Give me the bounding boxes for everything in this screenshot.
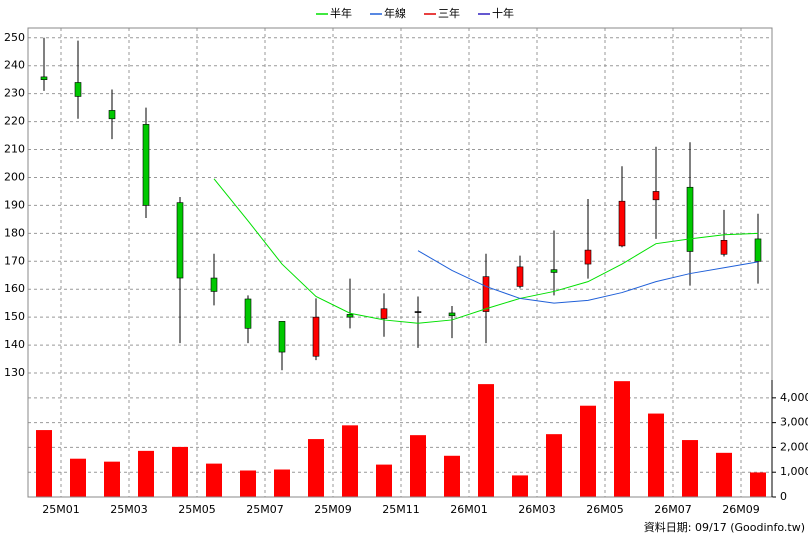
candle-body	[584, 249, 592, 265]
candle-body	[720, 240, 728, 255]
volume-bar	[648, 413, 664, 497]
candle-body	[618, 200, 626, 247]
volume-bar	[104, 461, 120, 497]
x-tick-label: 25M05	[178, 503, 216, 516]
candle-body	[142, 124, 150, 206]
candle-body	[448, 312, 456, 317]
candle-body	[176, 202, 184, 279]
x-tick-label: 26M03	[518, 503, 556, 516]
legend-label: 三年	[438, 6, 460, 20]
y-tick-label: 200	[4, 170, 25, 183]
candle-body	[210, 277, 218, 292]
footer: 資料日期: 09/17 (Goodinfo.tw)	[644, 520, 805, 534]
y-tick-label: 140	[4, 338, 25, 351]
ma-line	[213, 178, 759, 324]
y-tick-label: 180	[4, 226, 25, 239]
volume-bar	[376, 464, 392, 497]
y2-tick-label: 1,000	[780, 465, 808, 478]
volume-bar	[172, 446, 188, 497]
y-tick-label: 210	[4, 143, 25, 156]
candle-body	[550, 269, 558, 273]
y2-tick-label: 2,000	[780, 440, 808, 453]
volume-bar	[36, 430, 52, 497]
candle-body	[516, 266, 524, 287]
x-tick-label: 25M03	[110, 503, 148, 516]
volume-bar	[410, 435, 426, 497]
y-tick-label: 150	[4, 310, 25, 323]
x-tick-label: 26M07	[654, 503, 692, 516]
x-tick-label: 26M05	[586, 503, 624, 516]
volume-bar	[240, 470, 256, 497]
legend-label: 半年	[330, 6, 352, 20]
volume-bar	[682, 440, 698, 497]
volume-bar	[138, 450, 154, 497]
candle-body	[414, 311, 422, 313]
y-tick-label: 190	[4, 198, 25, 211]
x-tick-label: 26M09	[722, 503, 760, 516]
volume-bar	[70, 458, 86, 497]
x-tick-label: 25M01	[42, 503, 80, 516]
volume-bar	[580, 405, 596, 497]
candle-body	[754, 238, 762, 262]
volume-bar	[444, 455, 460, 497]
candle-body	[312, 316, 320, 357]
y-tick-label: 160	[4, 282, 25, 295]
y2-tick-label: 0	[780, 490, 787, 503]
candle-body	[108, 110, 116, 120]
x-tick-label: 25M07	[246, 503, 284, 516]
volume-bar	[206, 463, 222, 497]
y-tick-label: 250	[4, 31, 25, 44]
x-tick-label: 26M01	[450, 503, 488, 516]
y2-tick-label: 4,000	[780, 391, 808, 404]
volume-bar	[342, 425, 358, 497]
candle-body	[482, 276, 490, 312]
x-tick-label: 25M11	[382, 503, 420, 516]
ma-line	[417, 250, 759, 304]
volume-bar	[546, 434, 562, 497]
volume-bar	[274, 469, 290, 497]
y-tick-label: 220	[4, 115, 25, 128]
legend-label: 年線	[384, 6, 406, 20]
candle-body	[346, 314, 354, 318]
volume-bar	[512, 475, 528, 497]
candle-body	[652, 191, 660, 201]
x-tick-label: 25M09	[314, 503, 352, 516]
plot-frame	[27, 27, 773, 498]
legend-label: 十年	[492, 6, 514, 20]
candle-body	[244, 298, 252, 329]
volume-bar	[308, 439, 324, 497]
candle-body	[40, 76, 48, 80]
volume-bar	[716, 452, 732, 497]
volume-bar	[614, 381, 630, 497]
y-tick-label: 240	[4, 59, 25, 72]
y-tick-label: 130	[4, 366, 25, 379]
volume-bar	[750, 472, 766, 497]
y-tick-label: 230	[4, 87, 25, 100]
volume-bar	[478, 384, 494, 497]
y2-tick-label: 3,000	[780, 416, 808, 429]
candle-body	[278, 321, 286, 353]
candle-body	[380, 308, 388, 319]
candle-body	[74, 82, 82, 97]
candle-body	[686, 186, 694, 252]
y-tick-label: 170	[4, 254, 25, 267]
